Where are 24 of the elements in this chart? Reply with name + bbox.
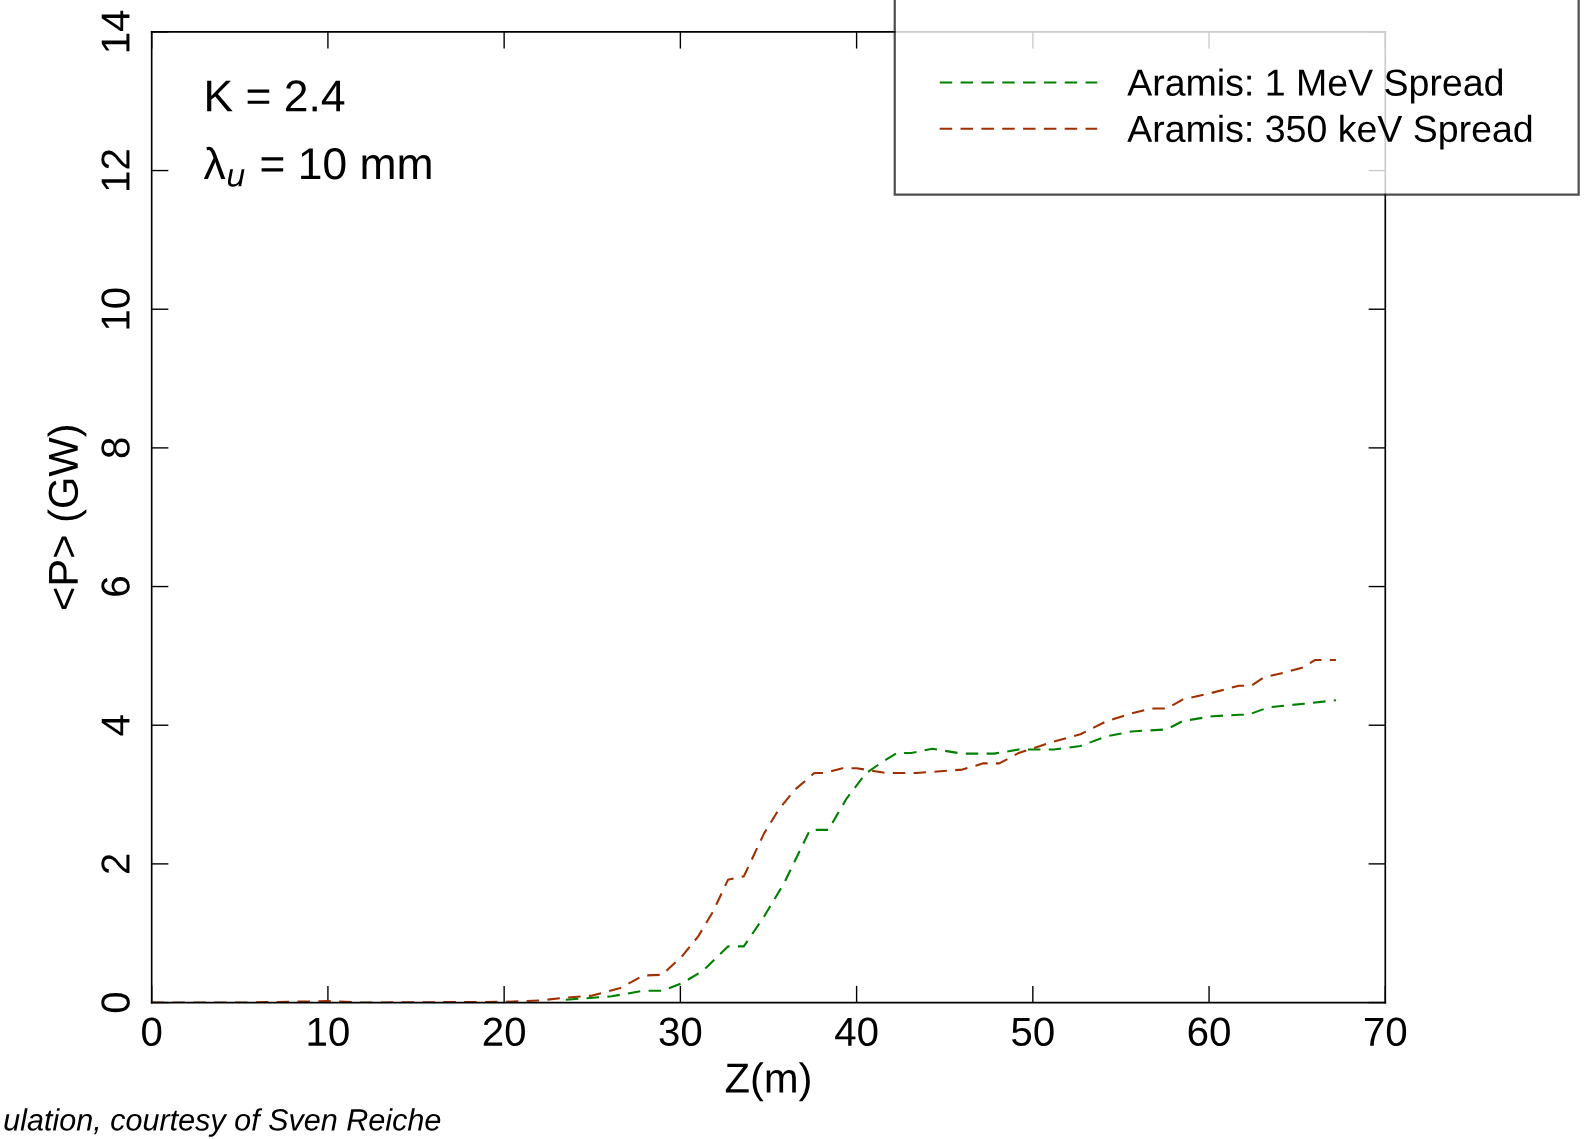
- x-tick-label: 40: [835, 1017, 878, 1047]
- x-tick-label: 50: [1012, 1017, 1054, 1047]
- y-tick-label: 10: [101, 288, 130, 329]
- y-tick-label: 14: [101, 10, 130, 52]
- line-series: [564, 699, 1337, 1001]
- y-tick-label: 12: [101, 150, 130, 190]
- x-tick-label: 30: [659, 1017, 702, 1047]
- y-tick-label: 2: [101, 854, 130, 874]
- x-tick-label: 70: [1364, 1017, 1407, 1047]
- text: ulation, courtesy of Sven Reiche: [4, 1108, 441, 1137]
- annotation: K = 2.4: [207, 80, 345, 112]
- y-tick-label: 0: [101, 992, 130, 1013]
- y-tick-label: 4: [101, 715, 130, 736]
- y-axis-title: <P> (GW): [47, 426, 87, 609]
- legend-label: Aramis: 350 keV Spread: [1127, 114, 1532, 150]
- x-tick-label: 0: [142, 1017, 162, 1047]
- y-tick-label: 8: [101, 438, 130, 458]
- y-tick-label: 6: [101, 577, 130, 596]
- legend-label: Aramis: 1 MeV Spread: [1127, 68, 1503, 104]
- x-axis-title: Z(m): [725, 1062, 810, 1102]
- x-tick-label: 10: [308, 1017, 349, 1047]
- x-tick-label: 60: [1188, 1017, 1230, 1047]
- annotation: λ$_{u}$ = 10 mm: [203, 146, 431, 187]
- x-tick-label: 20: [483, 1017, 525, 1047]
